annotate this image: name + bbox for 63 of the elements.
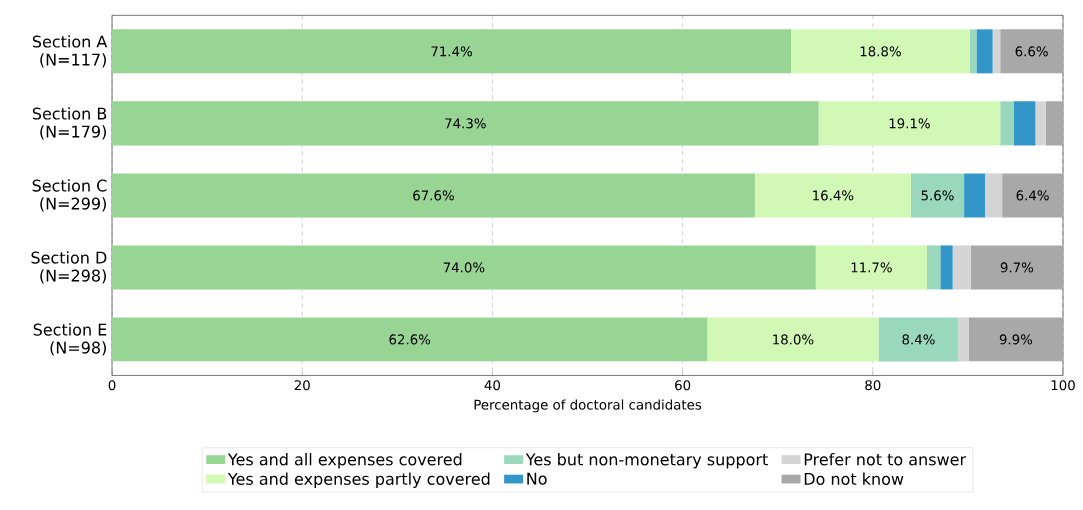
data-label: 18.0%	[773, 334, 814, 345]
legend-label: Yes but non-monetary support	[525, 453, 768, 469]
bar	[815, 245, 927, 290]
data-label: 19.1%	[889, 118, 930, 129]
data-label: 9.9%	[999, 334, 1033, 345]
y-tick-label: Section E (N=98)	[33, 323, 107, 356]
bar	[112, 29, 792, 74]
bar	[112, 101, 819, 146]
legend-label: Prefer not to answer	[804, 453, 967, 466]
data-label: 18.8%	[860, 46, 901, 57]
data-label: 71.4%	[431, 46, 472, 57]
legend-label: Do not know	[804, 472, 904, 485]
legend-label: No	[527, 472, 547, 485]
bar	[940, 245, 953, 290]
bar	[992, 29, 1001, 74]
x-tick-label: 100	[1051, 380, 1075, 391]
bar	[927, 245, 941, 290]
bar	[1035, 101, 1046, 146]
bar	[1045, 101, 1063, 146]
x-tick-label: 60	[675, 380, 691, 391]
x-tick-label: 40	[484, 380, 501, 391]
data-label: 16.4%	[813, 190, 854, 201]
bar	[970, 245, 1063, 290]
data-label: 67.6%	[413, 190, 454, 201]
bar	[985, 173, 1003, 218]
bar	[910, 173, 965, 218]
y-tick-label: Section C (N=299)	[32, 179, 107, 212]
bar	[976, 29, 993, 74]
data-label: 74.3%	[445, 118, 486, 129]
bar	[791, 29, 970, 74]
legend-label: Yes and expenses partly covered	[227, 472, 490, 488]
bar	[112, 245, 816, 290]
bar	[707, 317, 879, 362]
data-label: 62.6%	[389, 334, 431, 345]
data-label: 11.7%	[851, 262, 892, 273]
bar	[964, 173, 986, 218]
data-label: 8.4%	[902, 334, 935, 345]
y-tick-label: Section B (N=179)	[32, 107, 107, 140]
legend-label: Yes and all expenses covered	[227, 453, 462, 469]
bar	[1013, 101, 1036, 146]
bar	[112, 173, 755, 218]
x-tick-label: 20	[294, 380, 310, 391]
bar	[968, 317, 1063, 362]
bar	[818, 101, 1001, 146]
bar	[878, 317, 959, 362]
x-tick-label: 0	[108, 380, 116, 391]
bar	[1002, 173, 1063, 218]
bar	[958, 317, 969, 362]
x-axis-title: Percentage of doctoral candidates	[474, 399, 702, 413]
x-tick-label: 80	[865, 380, 881, 391]
data-label: 6.4%	[1016, 190, 1049, 201]
bar	[952, 245, 971, 290]
bar	[1000, 101, 1014, 146]
data-label: 6.6%	[1015, 46, 1048, 57]
y-tick-label: Section D (N=298)	[31, 251, 107, 284]
bar	[969, 29, 977, 74]
bar	[112, 317, 708, 362]
data-label: 5.6%	[921, 190, 954, 201]
data-label: 9.7%	[1000, 262, 1034, 273]
data-label: 74.0%	[443, 262, 485, 273]
bar	[1000, 29, 1063, 74]
bar	[754, 173, 911, 218]
y-tick-label: Section A (N=117)	[32, 35, 108, 68]
